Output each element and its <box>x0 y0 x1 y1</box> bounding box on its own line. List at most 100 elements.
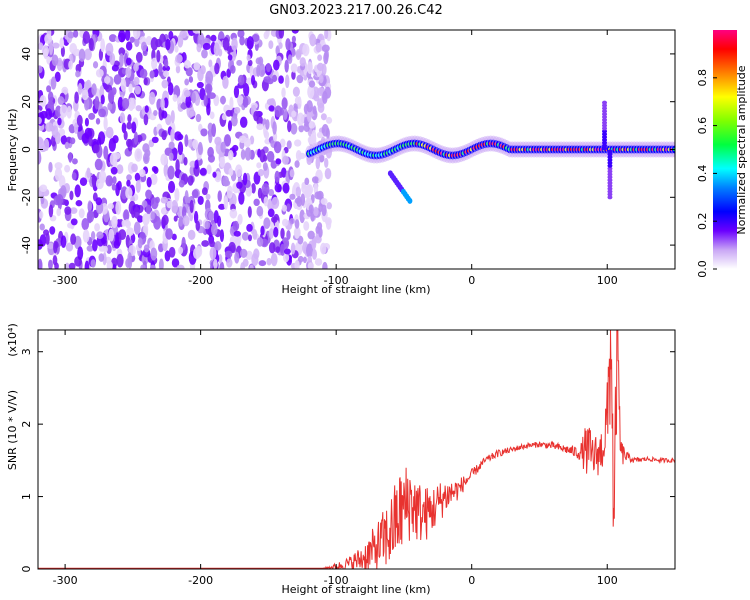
diagonal-mark <box>407 197 413 204</box>
noise-speckle <box>321 44 330 53</box>
noise-speckle <box>45 122 53 132</box>
noise-speckle <box>206 164 212 175</box>
noise-speckle <box>115 200 122 215</box>
snr-plot-area <box>38 330 675 569</box>
noise-speckle <box>84 48 92 61</box>
noise-speckle <box>197 32 205 47</box>
noise-speckle <box>291 70 296 80</box>
noise-speckle <box>204 220 211 230</box>
noise-speckle <box>185 66 193 77</box>
streak-mark <box>607 178 613 183</box>
noise-speckle <box>158 258 164 269</box>
noise-speckle <box>168 141 175 150</box>
noise-speckle <box>144 148 151 158</box>
noise-speckle <box>294 160 300 168</box>
noise-speckle <box>324 30 329 40</box>
noise-speckle <box>144 105 149 113</box>
noise-speckle <box>263 217 271 229</box>
noise-speckle <box>237 213 243 225</box>
noise-speckle <box>112 176 117 185</box>
noise-speckle <box>100 38 106 53</box>
noise-speckle <box>55 193 64 206</box>
noise-speckle <box>39 94 47 107</box>
noise-speckle <box>163 70 170 78</box>
noise-speckle <box>161 207 167 215</box>
noise-speckle <box>325 116 333 124</box>
noise-speckle <box>286 140 292 150</box>
noise-speckle <box>141 41 147 52</box>
noise-speckle <box>48 161 53 173</box>
noise-speckle <box>294 139 302 147</box>
noise-speckle <box>181 236 186 251</box>
noise-speckle <box>312 105 317 115</box>
streak-mark <box>607 158 613 163</box>
noise-speckle <box>115 232 120 246</box>
noise-speckle <box>292 86 300 97</box>
noise-speckle <box>260 225 265 236</box>
noise-speckle <box>272 121 277 135</box>
noise-speckle <box>161 110 168 119</box>
noise-speckle <box>308 204 314 214</box>
noise-speckle <box>69 190 74 201</box>
noise-speckle <box>76 114 83 127</box>
noise-speckle <box>281 218 289 227</box>
noise-speckle <box>271 216 278 223</box>
spectrogram-y-ticks: -40 -20 0 20 40 <box>20 47 675 254</box>
noise-speckle <box>240 262 245 269</box>
noise-speckle <box>173 215 178 222</box>
noise-speckle <box>38 258 43 269</box>
noise-speckle <box>38 42 44 50</box>
noise-speckle <box>168 30 174 40</box>
noise-speckle <box>77 246 84 261</box>
noise-speckle <box>127 138 133 152</box>
noise-speckle <box>121 97 130 110</box>
noise-speckle <box>228 241 236 254</box>
streak-mark <box>602 100 608 105</box>
noise-speckle <box>294 259 300 269</box>
noise-speckle <box>86 245 94 252</box>
noise-speckle <box>273 226 279 238</box>
streak-mark <box>607 169 613 174</box>
noise-speckle <box>278 30 285 39</box>
noise-speckle <box>291 35 296 43</box>
noise-speckle <box>158 63 163 77</box>
noise-speckle <box>317 54 323 62</box>
noise-speckle <box>279 107 284 116</box>
noise-speckle <box>66 105 72 119</box>
x-tick-label: 100 <box>597 274 618 287</box>
streak-mark <box>607 160 613 165</box>
spectrogram-y-axis-label: Frequency (Hz) <box>6 109 19 192</box>
noise-speckle <box>266 151 275 163</box>
colorbar-label: Normalized spectral amplitude <box>735 65 748 234</box>
noise-speckle <box>175 159 180 173</box>
noise-speckle <box>111 215 118 229</box>
noise-speckle <box>233 230 241 237</box>
noise-speckle <box>67 31 75 39</box>
noise-speckle <box>272 74 278 83</box>
noise-speckle <box>304 177 310 186</box>
streak-mark <box>602 135 608 140</box>
noise-speckle <box>287 120 292 133</box>
noise-speckle <box>320 197 328 205</box>
noise-speckle <box>305 243 314 258</box>
noise-speckle <box>98 108 107 118</box>
noise-speckle <box>98 131 106 145</box>
noise-speckle <box>46 85 52 93</box>
noise-speckle <box>92 61 99 69</box>
streak-mark <box>602 114 608 119</box>
noise-speckle <box>295 186 301 198</box>
noise-speckle <box>116 253 124 268</box>
noise-speckle <box>275 246 281 253</box>
noise-speckle <box>81 133 90 144</box>
noise-speckle <box>273 141 282 154</box>
noise-speckle <box>84 117 89 127</box>
noise-speckle <box>192 139 199 150</box>
noise-speckle <box>213 42 220 57</box>
noise-speckle <box>286 203 291 213</box>
y-tick-label: 3 <box>20 348 33 355</box>
noise-speckle <box>160 196 168 204</box>
noise-speckle <box>194 159 199 170</box>
noise-speckle <box>209 240 216 248</box>
noise-speckle <box>107 89 114 104</box>
noise-speckle <box>313 206 319 217</box>
